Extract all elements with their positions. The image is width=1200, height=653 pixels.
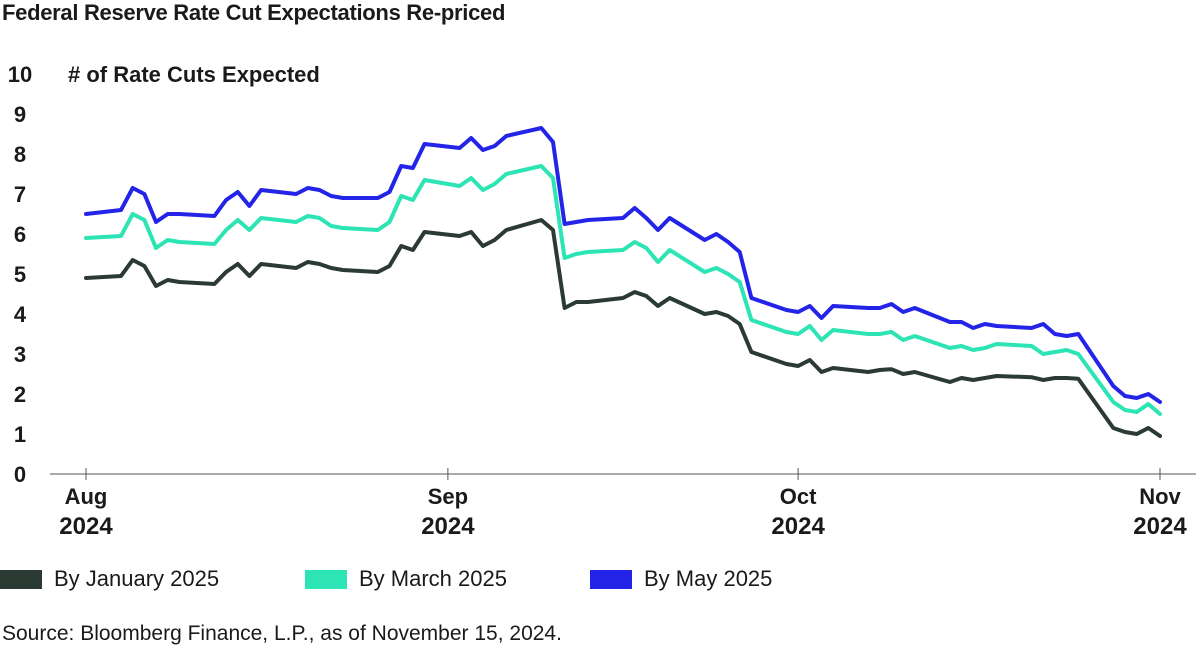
y-tick-label: 8 (14, 142, 26, 167)
legend-label: By May 2025 (644, 566, 773, 591)
x-axis: Aug 2024 Sep 2024 Oct 2024 Nov 2024 (50, 468, 1196, 540)
x-tick-month: Oct (780, 484, 817, 509)
y-tick-label: 5 (14, 262, 26, 287)
legend-swatch (305, 569, 347, 589)
y-tick-label: 6 (14, 222, 26, 247)
y-axis-label: # of Rate Cuts Expected (68, 62, 320, 87)
x-tick-year: 2024 (421, 513, 475, 540)
series-line-by-march-2025 (84, 164, 1162, 416)
x-tick-month: Nov (1139, 484, 1181, 509)
y-tick-label: 2 (14, 382, 26, 407)
y-axis: 0 1 2 3 4 5 6 7 8 9 10 (8, 62, 32, 487)
legend-label: By January 2025 (54, 566, 220, 591)
x-tick-month: Sep (428, 484, 468, 509)
series-line-by-january-2025 (84, 218, 1162, 438)
series-line-by-may-2025 (84, 126, 1162, 404)
y-tick-label: 10 (8, 62, 32, 87)
legend-item-january: By January 2025 (0, 566, 219, 592)
source-note: Source: Bloomberg Finance, L.P., as of N… (2, 622, 562, 645)
legend-swatch (590, 569, 632, 589)
series-lines (84, 126, 1162, 438)
y-tick-label: 4 (14, 302, 27, 327)
legend-swatch (0, 569, 42, 589)
line-chart: 0 1 2 3 4 5 6 7 8 9 10 Aug 2024 Sep 2024 Oct 2024 Nov 202… (8, 62, 1196, 540)
y-tick-label: 3 (14, 342, 26, 367)
x-tick-year: 2024 (1133, 513, 1187, 540)
x-tick-month: Aug (65, 484, 108, 509)
x-tick-year: 2024 (59, 513, 113, 540)
y-tick-label: 7 (14, 182, 26, 207)
chart-title: Federal Reserve Rate Cut Expectations Re… (2, 0, 506, 25)
legend-label: By March 2025 (359, 566, 507, 591)
y-tick-label: 9 (14, 102, 26, 127)
legend: By January 2025 By March 2025 By May 202… (0, 566, 1200, 596)
y-tick-label: 0 (14, 462, 26, 487)
x-tick-year: 2024 (771, 513, 825, 540)
legend-item-may: By May 2025 (590, 566, 772, 592)
legend-item-march: By March 2025 (305, 566, 507, 592)
y-tick-label: 1 (14, 422, 26, 447)
